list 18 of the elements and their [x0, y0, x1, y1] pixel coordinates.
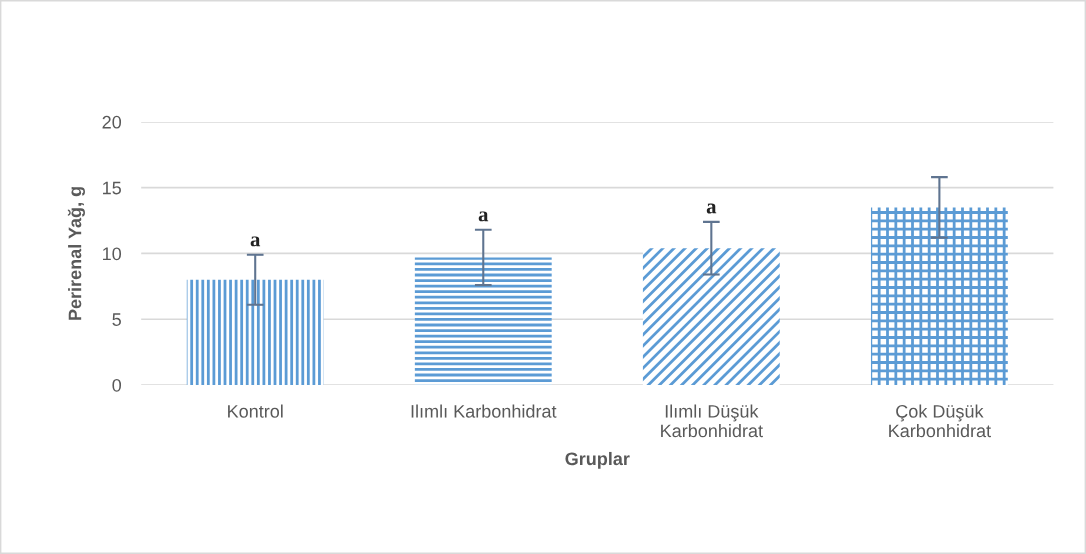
x-axis-title: Gruplar [565, 451, 630, 469]
bar [642, 248, 780, 386]
x-tick-label: Ilımlı Karbonhidrat [411, 404, 557, 418]
annotation: a [706, 203, 717, 214]
y-tick-label: 15 [103, 181, 121, 195]
bar [414, 257, 552, 386]
annotation: a [250, 236, 261, 247]
y-tick-label: 10 [103, 247, 122, 261]
bar [186, 279, 324, 386]
y-axis-title: Perirenal Yağ, g [67, 187, 85, 320]
y-tick-label: 0 [112, 378, 122, 392]
bar [870, 207, 1008, 386]
y-tick-label: 20 [102, 115, 122, 129]
x-tick-label: Çok Düşük Karbonhidrat [889, 404, 991, 438]
x-tick-label: Kontrol [228, 404, 283, 418]
annotation: a [478, 211, 489, 222]
y-tick-label: 5 [112, 313, 121, 326]
x-tick-label: Ilımlı Düşük Karbonhidrat [661, 404, 763, 438]
